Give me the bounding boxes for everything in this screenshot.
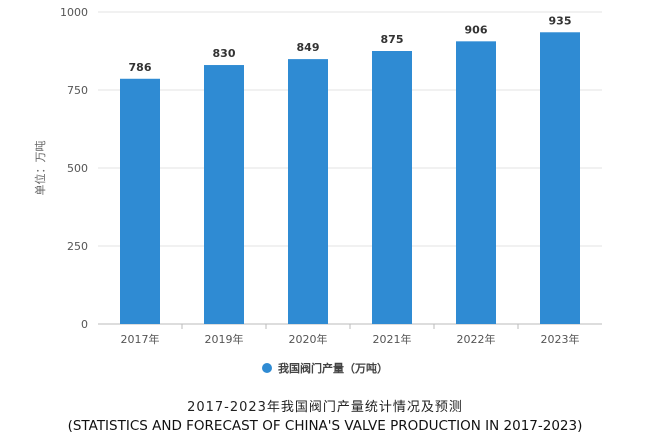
x-tick-labels: 2017年 2019年 2020年 2021年 2022年 2023年	[121, 324, 580, 346]
y-tick-labels: 0 250 500 750 1000	[60, 6, 88, 331]
bar	[456, 41, 496, 324]
caption-english: (STATISTICS AND FORECAST OF CHINA'S VALV…	[67, 418, 583, 434]
x-tick-label: 2017年	[121, 332, 160, 346]
y-tick-label: 500	[67, 162, 88, 175]
legend-marker	[262, 363, 272, 373]
y-tick-label: 1000	[60, 6, 88, 19]
data-label: 906	[465, 23, 488, 36]
bar	[204, 65, 244, 324]
legend: 我国阀门产量（万吨）	[0, 360, 650, 376]
bars	[120, 32, 580, 324]
y-axis-label: 单位：万吨	[33, 141, 47, 196]
bar	[540, 32, 580, 324]
legend-label: 我国阀门产量（万吨）	[278, 362, 388, 375]
x-tick-label: 2020年	[289, 332, 328, 346]
data-label: 849	[297, 41, 320, 54]
y-tick-label: 750	[67, 84, 88, 97]
x-tick-label: 2022年	[457, 332, 496, 346]
grid-lines	[98, 11, 602, 325]
data-label: 875	[381, 33, 404, 46]
x-tick-label: 2021年	[373, 332, 412, 346]
x-tick-label: 2023年	[541, 332, 580, 346]
data-label: 786	[129, 61, 152, 74]
data-labels: 786 830 849 875 906 935	[129, 14, 572, 73]
data-label: 830	[213, 47, 236, 60]
y-tick-label: 250	[67, 240, 88, 253]
x-tick-label: 2019年	[205, 332, 244, 346]
bar	[288, 59, 328, 324]
y-tick-label: 0	[81, 318, 88, 331]
caption-chinese: 2017-2023年我国阀门产量统计情况及预测	[187, 400, 463, 415]
bar	[120, 78, 160, 324]
bar	[372, 51, 412, 324]
data-label: 935	[549, 14, 572, 27]
